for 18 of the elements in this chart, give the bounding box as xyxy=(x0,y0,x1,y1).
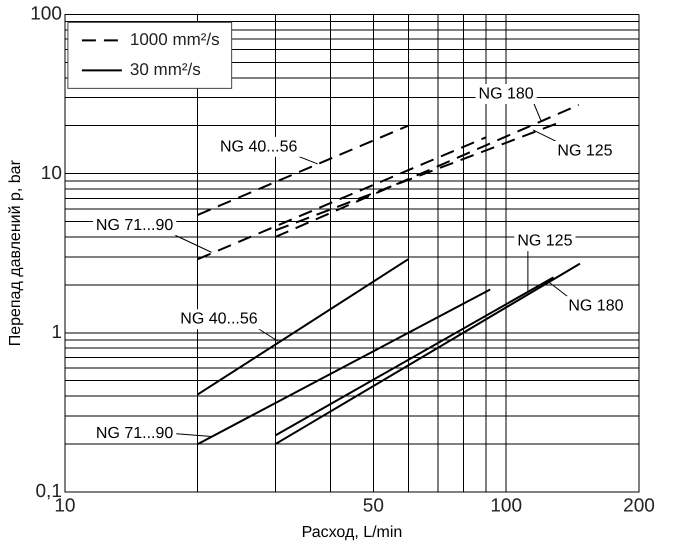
annotation: NG 40...56 xyxy=(220,138,298,156)
annotation: NG 71...90 xyxy=(96,424,174,442)
annotation: NG 125 xyxy=(517,232,573,250)
x-tick-label: 50 xyxy=(362,496,384,517)
x-tick-label: 100 xyxy=(490,496,522,517)
y-tick-label: 1 xyxy=(51,322,62,344)
legend-label: 1000 mm²/s xyxy=(130,30,220,50)
annotation: NG 180 xyxy=(478,85,534,102)
y-tick-label: 100 xyxy=(30,4,62,25)
y-tick-label: 10 xyxy=(40,162,62,184)
x-tick-label: 200 xyxy=(623,496,655,517)
annotation: NG 125 xyxy=(557,142,613,160)
x-axis-title: Расход, L/min xyxy=(302,524,402,541)
annotation: NG 40...56 xyxy=(180,310,258,328)
legend-label: 30 mm²/s xyxy=(130,60,201,80)
y-axis-title: Перепад давлений p, bar xyxy=(7,159,24,346)
annotation: NG 71...90 xyxy=(96,216,174,234)
annotation: NG 180 xyxy=(568,298,624,315)
